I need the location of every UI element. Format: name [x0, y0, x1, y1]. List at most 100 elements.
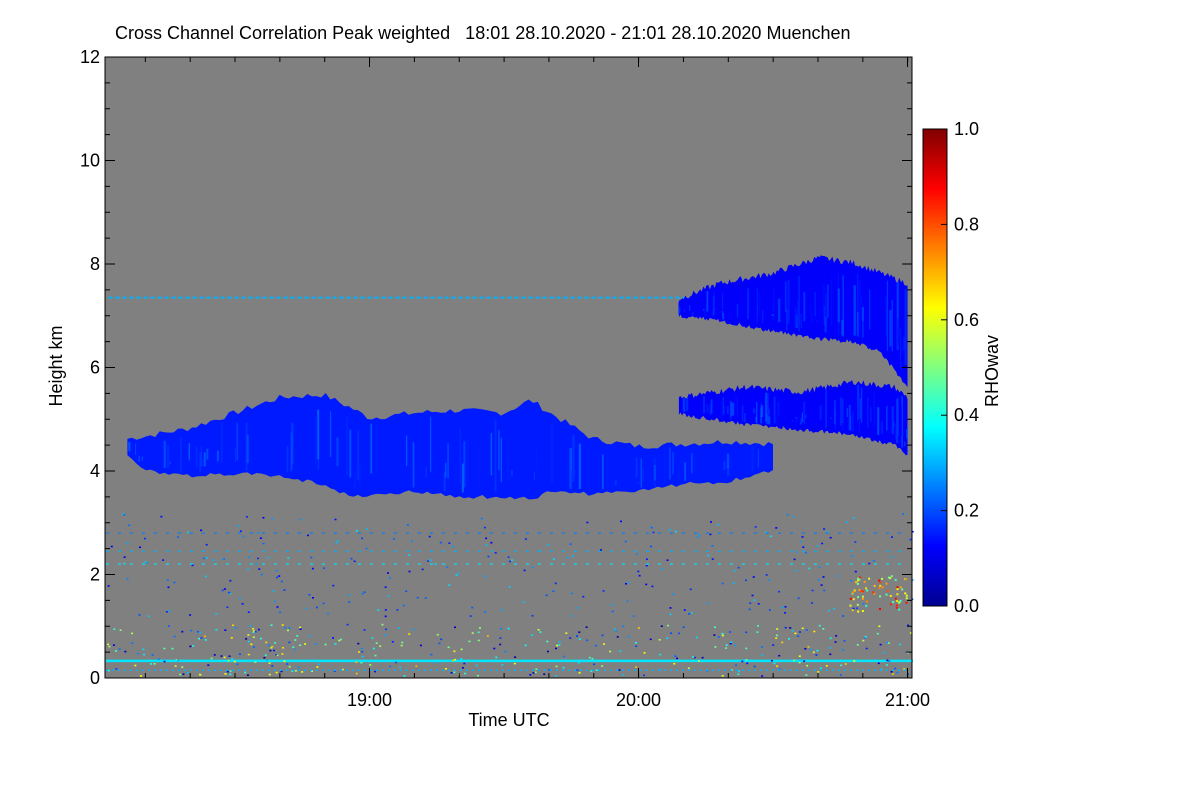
noise-speck	[890, 671, 893, 673]
noise-speck	[643, 674, 645, 677]
x-tick-label: 19:00	[347, 690, 392, 710]
noise-speck	[301, 671, 304, 673]
noise-speck	[717, 636, 720, 638]
rain-signal-pixel	[872, 591, 875, 594]
noise-speck	[429, 559, 432, 561]
noise-specks	[105, 513, 914, 677]
noise-speck	[452, 659, 455, 662]
noise-speck	[909, 632, 912, 634]
noise-speck	[735, 664, 737, 666]
noise-speck	[829, 637, 832, 640]
rain-signal-pixel	[881, 577, 884, 580]
noise-speck	[355, 530, 358, 532]
noise-speck	[138, 614, 141, 616]
noise-speck	[168, 625, 170, 627]
noise-speck	[252, 636, 255, 638]
noise-speck	[670, 632, 672, 634]
mid-cloud-patches-body	[678, 380, 908, 456]
noise-speck	[811, 602, 813, 604]
noise-speck	[189, 614, 192, 616]
noise-speck	[812, 651, 815, 654]
mid-cloud-patches	[678, 380, 908, 456]
noise-speck	[911, 530, 914, 533]
rain-signal-pixel	[865, 604, 868, 607]
noise-speck	[829, 653, 832, 656]
noise-speck	[253, 646, 255, 648]
y-axis-label: Height km	[46, 325, 66, 406]
noise-speck	[229, 579, 232, 582]
noise-speck	[346, 623, 349, 626]
noise-speck	[880, 668, 883, 670]
noise-speck	[894, 667, 897, 670]
noise-speck	[187, 531, 189, 534]
noise-speck	[403, 675, 406, 677]
noise-speck	[247, 653, 250, 656]
noise-speck	[181, 630, 184, 633]
noise-speck	[682, 626, 685, 628]
noise-speck	[611, 603, 614, 606]
noise-speck	[286, 663, 289, 665]
noise-speck	[818, 578, 820, 581]
noise-speck	[792, 515, 795, 518]
noise-speck	[210, 657, 213, 660]
noise-speck	[599, 549, 602, 551]
noise-speck	[627, 581, 630, 584]
noise-speck	[746, 662, 749, 665]
noise-speck	[495, 656, 498, 659]
rain-signal-pixel	[858, 589, 861, 592]
noise-speck	[262, 542, 265, 545]
rain-signal-pixel	[904, 592, 907, 595]
noise-speck	[287, 629, 289, 632]
noise-speck	[603, 643, 605, 645]
y-tick-label: 8	[90, 254, 100, 274]
rain-signal-pixel	[878, 587, 881, 590]
noise-speck	[624, 540, 627, 543]
noise-speck	[562, 666, 565, 669]
noise-speck	[721, 634, 724, 637]
noise-speck	[772, 644, 775, 646]
noise-speck	[128, 524, 131, 527]
noise-speck	[186, 672, 189, 674]
noise-speck	[471, 606, 474, 609]
noise-speck	[879, 643, 882, 646]
noise-speck	[282, 647, 284, 649]
noise-speck	[246, 674, 249, 676]
rain-signal-pixel	[861, 590, 864, 593]
noise-speck	[157, 658, 160, 660]
noise-speck	[179, 673, 182, 676]
noise-speck	[384, 586, 387, 588]
noise-speck	[394, 661, 397, 664]
noise-speck	[524, 538, 527, 540]
noise-speck	[578, 631, 581, 633]
rain-signal-pixel	[873, 592, 876, 595]
noise-speck	[252, 631, 255, 633]
noise-speck	[247, 640, 250, 643]
noise-speck	[322, 602, 325, 605]
noise-speck	[299, 518, 302, 521]
noise-speck	[304, 643, 307, 645]
noise-speck	[453, 671, 456, 674]
noise-speck	[266, 659, 268, 662]
noise-speck	[273, 649, 275, 652]
noise-speck	[434, 662, 437, 664]
noise-speck	[310, 556, 313, 559]
noise-speck	[276, 576, 278, 579]
noise-speck	[625, 583, 627, 585]
noise-speck	[377, 609, 380, 611]
rain-signal-pixel	[894, 578, 897, 581]
noise-speck	[384, 615, 387, 618]
noise-speck	[350, 557, 353, 560]
noise-speck	[797, 635, 800, 637]
noise-speck	[500, 627, 503, 630]
rain-signal-pixel	[868, 577, 871, 580]
rain-signal-pixel	[866, 589, 869, 592]
rain-signal-pixel	[851, 592, 854, 595]
noise-speck	[903, 668, 906, 670]
noise-speck	[732, 582, 735, 584]
rain-signal-pixel	[861, 610, 864, 613]
noise-speck	[793, 558, 796, 561]
noise-speck	[361, 650, 364, 653]
noise-speck	[200, 637, 203, 639]
noise-speck	[585, 626, 588, 628]
noise-speck	[415, 665, 418, 667]
